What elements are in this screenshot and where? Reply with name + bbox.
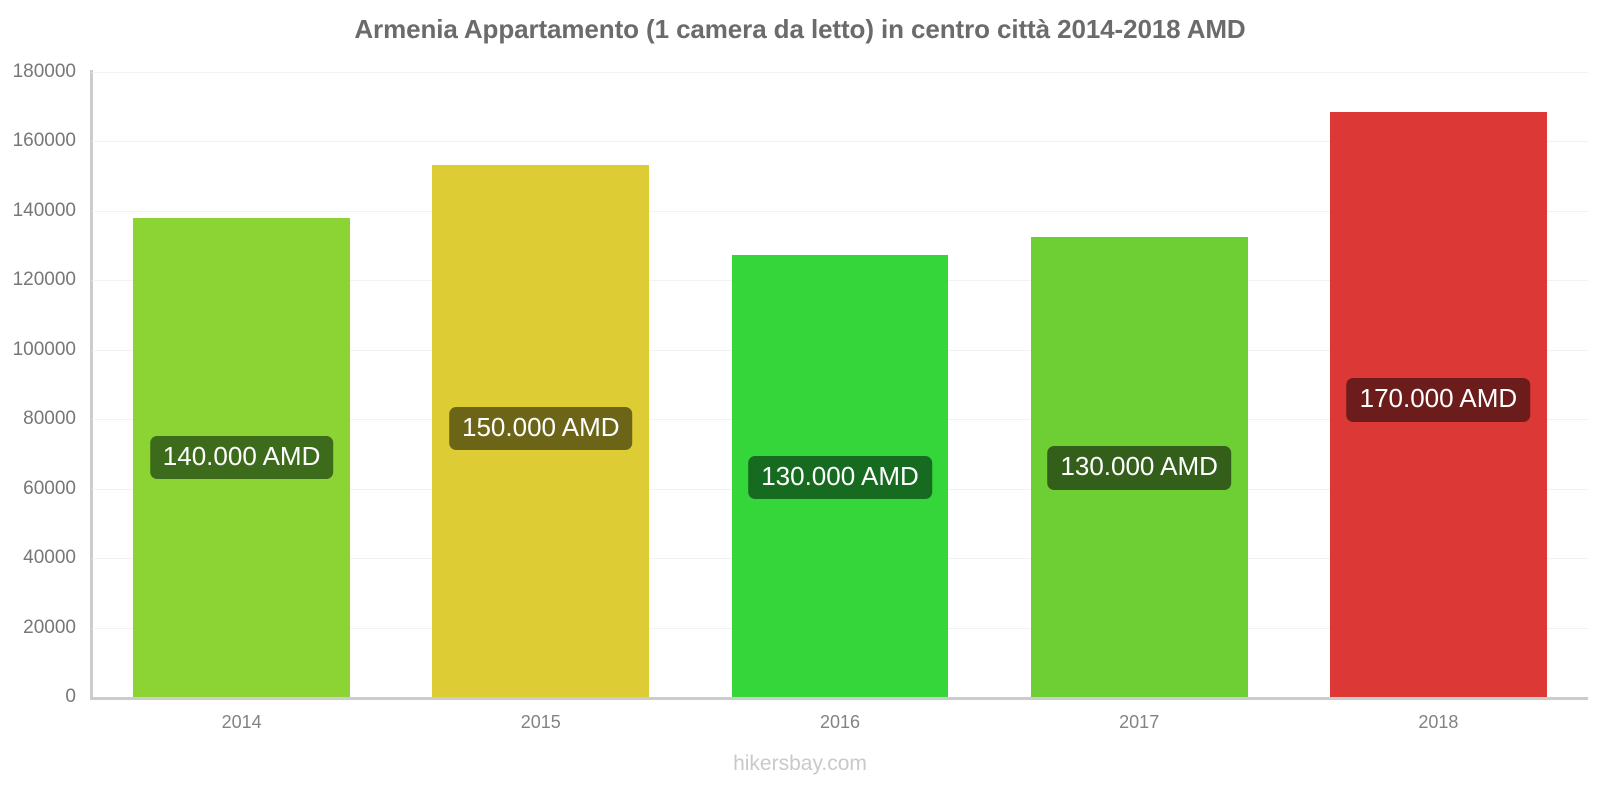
- bar[interactable]: 140.000 AMD: [133, 217, 351, 697]
- bar-value-label: 130.000 AMD: [1047, 446, 1231, 490]
- gridline: [92, 210, 1588, 212]
- x-axis-tick-label: 2015: [520, 712, 561, 732]
- chart-title: Armenia Appartamento (1 camera da letto)…: [354, 14, 1246, 44]
- y-axis-tick-label: 100000: [12, 338, 76, 360]
- source-credit: hikersbay.com: [733, 752, 867, 775]
- bar-value-label: 130.000 AMD: [748, 456, 932, 500]
- gridline: [92, 141, 1588, 143]
- y-axis-tick-label: 120000: [12, 269, 76, 291]
- y-axis-tick-label: 80000: [23, 408, 76, 430]
- plot-area: 180000 160000 140000 120000 100000 80000 60000…: [13, 61, 1588, 707]
- y-axis-tick-label: 40000: [23, 547, 76, 569]
- y-axis-tick-label: 0: [65, 686, 76, 707]
- bar[interactable]: 130.000 AMD: [1030, 236, 1248, 697]
- x-axis-line: [90, 697, 1588, 700]
- y-axis-tick-label: 160000: [12, 130, 76, 152]
- bar[interactable]: 170.000 AMD: [1329, 112, 1547, 697]
- y-axis-tick-label: 140000: [12, 199, 76, 221]
- y-axis-tick-label: 20000: [23, 616, 76, 638]
- bar[interactable]: 150.000 AMD: [432, 164, 650, 697]
- bar-value-label: 140.000 AMD: [149, 435, 334, 480]
- y-axis-tick-label: 180000: [12, 61, 76, 82]
- bar[interactable]: 130.000 AMD: [731, 255, 949, 697]
- x-axis-tick-label: 2014: [221, 712, 262, 732]
- bar-value-label: 150.000 AMD: [449, 406, 633, 451]
- y-axis-line: [90, 70, 93, 699]
- y-axis-tick-label: 60000: [23, 477, 76, 499]
- x-axis-tick-label: 2016: [819, 712, 860, 732]
- gridline: [92, 72, 1588, 73]
- bar-value-label: 170.000 AMD: [1346, 378, 1531, 422]
- x-axis-tick-label: 2017: [1119, 712, 1160, 732]
- x-axis-tick-label: 2018: [1418, 712, 1459, 732]
